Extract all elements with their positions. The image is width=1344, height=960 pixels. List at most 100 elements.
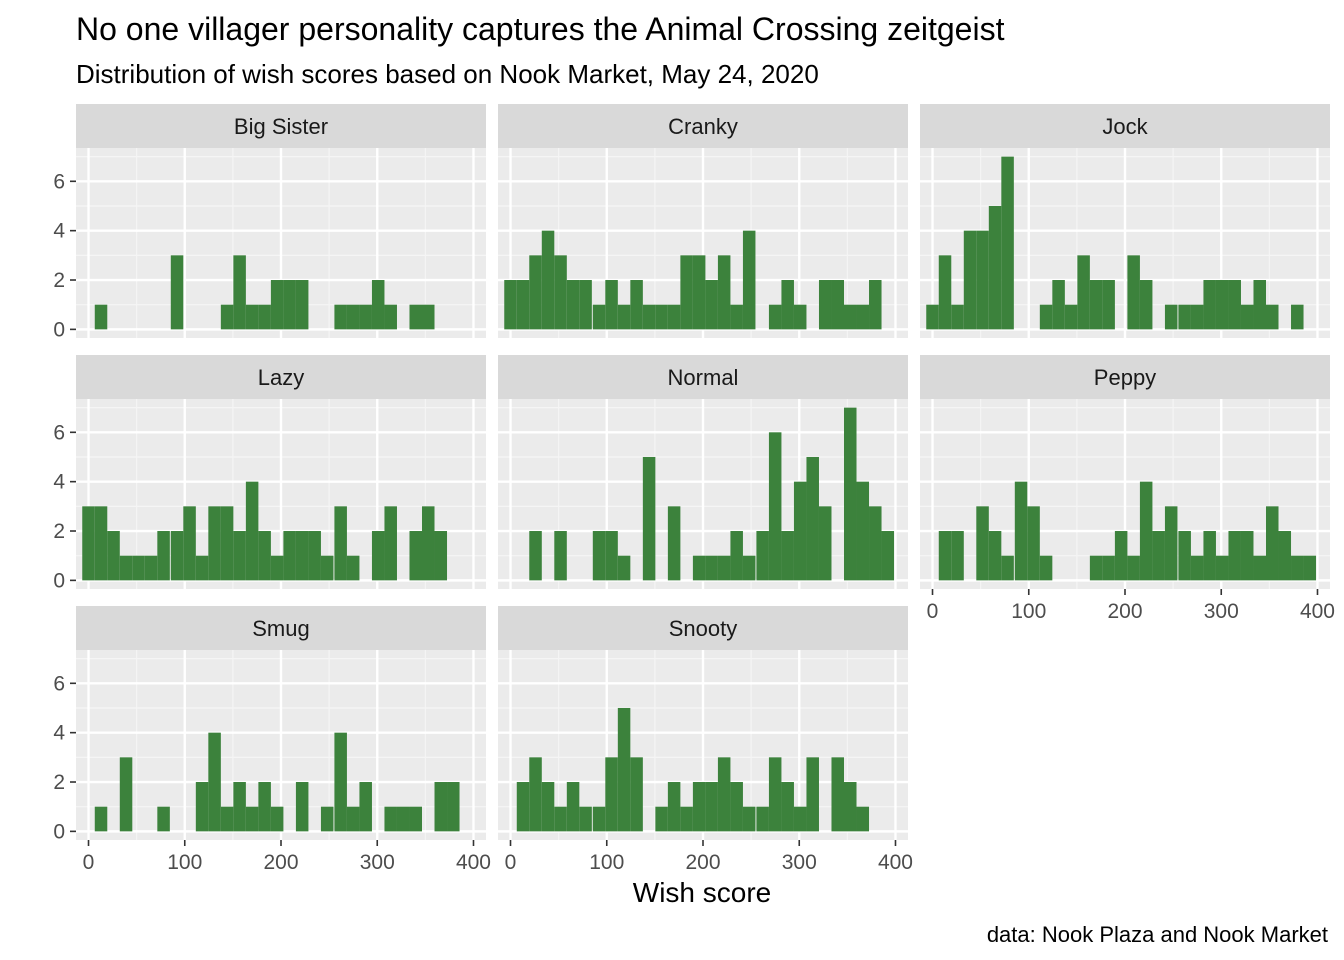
histogram-bar — [447, 782, 460, 832]
data-source-caption: data: Nook Plaza and Nook Market — [987, 922, 1328, 947]
histogram-bar — [320, 806, 334, 832]
histogram-bar — [1265, 304, 1279, 330]
histogram-bar — [504, 280, 517, 330]
histogram-bar — [359, 304, 372, 330]
facet-strip — [76, 606, 486, 650]
histogram-bar — [1114, 531, 1128, 581]
histogram-bar — [245, 481, 259, 581]
y-tick-label: 2 — [53, 269, 65, 292]
histogram-bar — [233, 782, 246, 832]
histogram-bar — [566, 280, 580, 330]
histogram-bar — [963, 230, 977, 330]
histogram-bar — [705, 555, 718, 581]
histogram-bar — [270, 555, 284, 581]
x-tick-label: 200 — [685, 851, 720, 874]
histogram-bar — [1102, 555, 1115, 581]
histogram-bar — [642, 456, 656, 581]
histogram-bar — [843, 782, 857, 832]
histogram-bar — [642, 304, 656, 330]
histogram-bar — [1039, 304, 1053, 330]
histogram-bar — [655, 304, 668, 330]
histogram-bar — [793, 806, 807, 832]
facet-strip — [498, 606, 908, 650]
histogram-bar — [617, 707, 631, 832]
histogram-bar — [1102, 280, 1115, 330]
histogram-bar — [371, 280, 385, 330]
facet-strip — [76, 104, 486, 148]
histogram-bar — [605, 531, 618, 581]
histogram-bar — [717, 555, 731, 581]
histogram-bar — [1001, 555, 1014, 581]
histogram-bar — [529, 255, 542, 330]
x-tick-label: 300 — [782, 851, 817, 874]
x-tick-label: 100 — [589, 851, 624, 874]
histogram-bar — [1203, 531, 1216, 581]
histogram-bar — [144, 555, 158, 581]
x-tick-label: 200 — [263, 851, 298, 874]
y-tick-label: 0 — [53, 820, 65, 843]
histogram-bar — [208, 506, 221, 581]
histogram-bar — [208, 732, 221, 832]
histogram-bar — [94, 304, 108, 330]
histogram-bar — [856, 304, 870, 330]
histogram-bar — [270, 806, 284, 832]
histogram-bar — [1064, 304, 1078, 330]
histogram-bar — [554, 531, 567, 581]
histogram-bar — [409, 304, 422, 330]
facet-panel-lazy: Lazy 0 2 4 6 — [53, 355, 486, 592]
histogram-bar — [843, 407, 857, 581]
facet-strip — [920, 355, 1330, 399]
histogram-bar — [1089, 280, 1103, 330]
x-axis-title: Wish score — [633, 877, 771, 908]
y-tick-label: 0 — [53, 318, 65, 341]
histogram-bar — [1014, 481, 1028, 581]
facet-panel-normal: Normal — [498, 355, 908, 589]
histogram-bar — [1303, 555, 1317, 581]
y-tick-label: 6 — [53, 672, 65, 695]
histogram-bar — [220, 506, 234, 581]
histogram-bar — [1039, 555, 1053, 581]
facet-panel-cranky: Cranky — [498, 104, 908, 338]
histogram-bar — [541, 230, 555, 330]
histogram-bar — [346, 555, 360, 581]
chart-title: No one villager personality captures the… — [76, 11, 1005, 47]
histogram-bar — [756, 806, 769, 832]
facet-strip-label: Smug — [252, 616, 309, 641]
histogram-bar — [195, 555, 209, 581]
histogram-bar — [951, 531, 964, 581]
histogram-bar — [617, 304, 631, 330]
histogram-bar — [1178, 304, 1191, 330]
histogram-bar — [82, 506, 95, 581]
histogram-bar — [705, 782, 718, 832]
histogram-bar — [119, 757, 133, 832]
facet-strip-label: Cranky — [668, 114, 738, 139]
histogram-bar — [869, 280, 882, 330]
histogram-bar — [768, 304, 782, 330]
facet-panel-smug: Smug 0 2 4 6 0 100 200 300 400 — [53, 606, 491, 874]
histogram-bar — [742, 555, 756, 581]
histogram-bar — [295, 782, 309, 832]
histogram-bar — [270, 280, 284, 330]
x-tick-label: 400 — [878, 851, 913, 874]
histogram-bar — [680, 255, 693, 330]
histogram-bar — [592, 806, 606, 832]
histogram-bar — [806, 456, 819, 581]
histogram-bar — [856, 806, 870, 832]
histogram-bar — [295, 531, 309, 581]
histogram-bar — [781, 531, 794, 581]
histogram-bar — [566, 782, 580, 832]
histogram-bar — [938, 255, 952, 330]
histogram-bar — [705, 280, 718, 330]
histogram-bar — [195, 782, 209, 832]
histogram-bar — [1253, 280, 1266, 330]
histogram-bar — [233, 531, 246, 581]
chart-subtitle: Distribution of wish scores based on Noo… — [76, 59, 819, 89]
x-tick-label: 300 — [1204, 600, 1239, 623]
histogram-bar — [409, 806, 422, 832]
histogram-bar — [692, 255, 706, 330]
histogram-bar — [768, 432, 782, 581]
histogram-bar — [1253, 555, 1266, 581]
histogram-bar — [951, 304, 964, 330]
histogram-bar — [245, 304, 259, 330]
